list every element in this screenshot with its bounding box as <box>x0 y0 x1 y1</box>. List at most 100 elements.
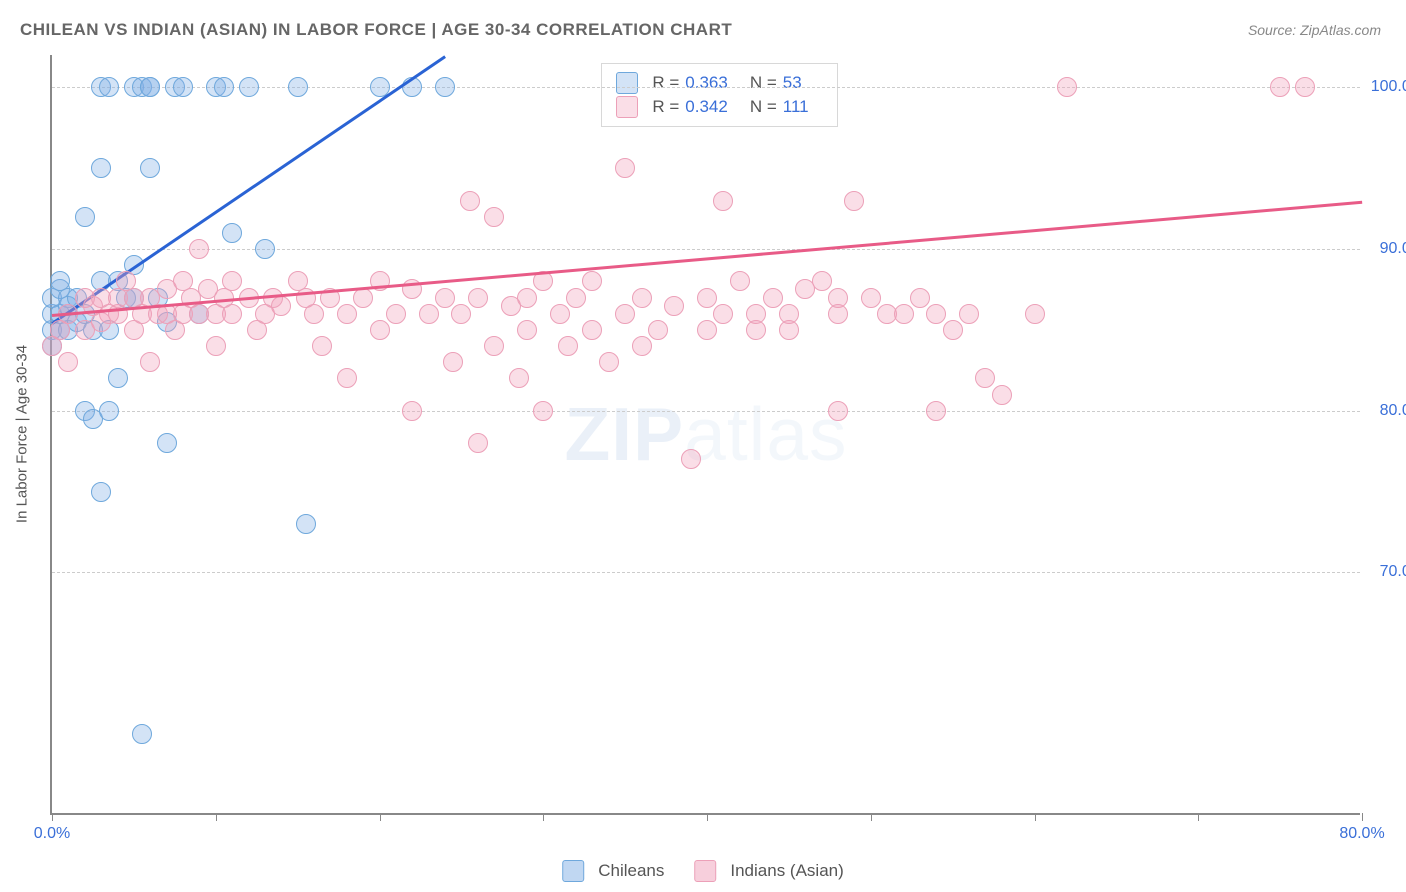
scatter-point <box>582 320 602 340</box>
scatter-point <box>517 320 537 340</box>
y-tick-label: 80.0% <box>1380 402 1406 420</box>
scatter-point <box>1295 77 1315 97</box>
plot-area: ZIPatlas In Labor Force | Age 30-34 R = … <box>50 55 1360 815</box>
scatter-point <box>468 288 488 308</box>
gridline <box>52 572 1360 573</box>
scatter-point <box>713 191 733 211</box>
scatter-point <box>443 352 463 372</box>
watermark-atlas: atlas <box>684 392 847 476</box>
scatter-point <box>697 320 717 340</box>
source-label: Source: ZipAtlas.com <box>1248 22 1381 38</box>
scatter-point <box>99 77 119 97</box>
scatter-point <box>214 77 234 97</box>
stat-r-value: 0.363 <box>685 73 728 93</box>
scatter-point <box>894 304 914 324</box>
scatter-point <box>337 304 357 324</box>
legend-swatch <box>562 860 584 882</box>
stat-r-label: R = <box>652 97 679 117</box>
scatter-point <box>844 191 864 211</box>
stat-n-value: 111 <box>783 97 809 117</box>
scatter-point <box>140 158 160 178</box>
scatter-point <box>222 304 242 324</box>
scatter-point <box>222 271 242 291</box>
scatter-point <box>1025 304 1045 324</box>
stat-n-label: N = <box>750 73 777 93</box>
scatter-point <box>435 77 455 97</box>
scatter-point <box>558 336 578 356</box>
legend-stats-box: R = 0.363 N = 53 R = 0.342 N = 111 <box>601 63 837 127</box>
scatter-point <box>812 271 832 291</box>
scatter-point <box>1270 77 1290 97</box>
scatter-point <box>222 223 242 243</box>
scatter-point <box>746 304 766 324</box>
scatter-point <box>337 368 357 388</box>
scatter-point <box>943 320 963 340</box>
legend-label: Chileans <box>598 861 664 881</box>
watermark: ZIPatlas <box>564 391 847 477</box>
x-tick <box>1035 813 1036 821</box>
scatter-point <box>828 288 848 308</box>
bottom-legend: Chileans Indians (Asian) <box>562 860 844 882</box>
x-tick-label: 80.0% <box>1339 825 1384 843</box>
scatter-point <box>460 191 480 211</box>
x-tick <box>871 813 872 821</box>
scatter-point <box>108 368 128 388</box>
scatter-point <box>255 239 275 259</box>
scatter-point <box>239 77 259 97</box>
scatter-point <box>779 320 799 340</box>
scatter-point <box>451 304 471 324</box>
scatter-point <box>99 401 119 421</box>
scatter-point <box>206 336 226 356</box>
x-tick <box>216 813 217 821</box>
stat-n-label: N = <box>750 97 777 117</box>
scatter-point <box>353 288 373 308</box>
scatter-point <box>926 401 946 421</box>
scatter-point <box>648 320 668 340</box>
scatter-point <box>132 724 152 744</box>
scatter-point <box>140 352 160 372</box>
scatter-point <box>468 433 488 453</box>
legend-stats-row: R = 0.363 N = 53 <box>616 72 822 94</box>
scatter-point <box>533 401 553 421</box>
scatter-point <box>296 514 316 534</box>
scatter-point <box>582 271 602 291</box>
y-tick-label: 100.0% <box>1371 78 1406 96</box>
stat-n-value: 53 <box>783 73 802 93</box>
y-axis-title: In Labor Force | Age 30-34 <box>14 345 31 523</box>
legend-label: Indians (Asian) <box>730 861 843 881</box>
x-tick <box>52 813 53 821</box>
x-tick <box>1198 813 1199 821</box>
scatter-point <box>713 304 733 324</box>
scatter-point <box>288 77 308 97</box>
scatter-point <box>730 271 750 291</box>
chart-title: CHILEAN VS INDIAN (ASIAN) IN LABOR FORCE… <box>20 20 732 40</box>
legend-swatch <box>694 860 716 882</box>
scatter-point <box>926 304 946 324</box>
scatter-point <box>402 401 422 421</box>
scatter-point <box>386 304 406 324</box>
scatter-point <box>435 288 455 308</box>
scatter-point <box>615 158 635 178</box>
scatter-point <box>681 449 701 469</box>
gridline <box>52 411 1360 412</box>
legend-swatch <box>616 72 638 94</box>
gridline <box>52 249 1360 250</box>
scatter-point <box>484 336 504 356</box>
x-tick <box>380 813 381 821</box>
scatter-point <box>550 304 570 324</box>
scatter-point <box>697 288 717 308</box>
x-tick <box>1362 813 1363 821</box>
scatter-point <box>910 288 930 308</box>
scatter-point <box>75 207 95 227</box>
scatter-point <box>140 77 160 97</box>
stat-r-value: 0.342 <box>685 97 728 117</box>
scatter-point <box>615 304 635 324</box>
scatter-point <box>861 288 881 308</box>
scatter-point <box>91 158 111 178</box>
scatter-point <box>959 304 979 324</box>
scatter-point <box>1057 77 1077 97</box>
stat-r-label: R = <box>652 73 679 93</box>
scatter-point <box>484 207 504 227</box>
y-tick-label: 70.0% <box>1380 563 1406 581</box>
legend-stats-row: R = 0.342 N = 111 <box>616 96 822 118</box>
